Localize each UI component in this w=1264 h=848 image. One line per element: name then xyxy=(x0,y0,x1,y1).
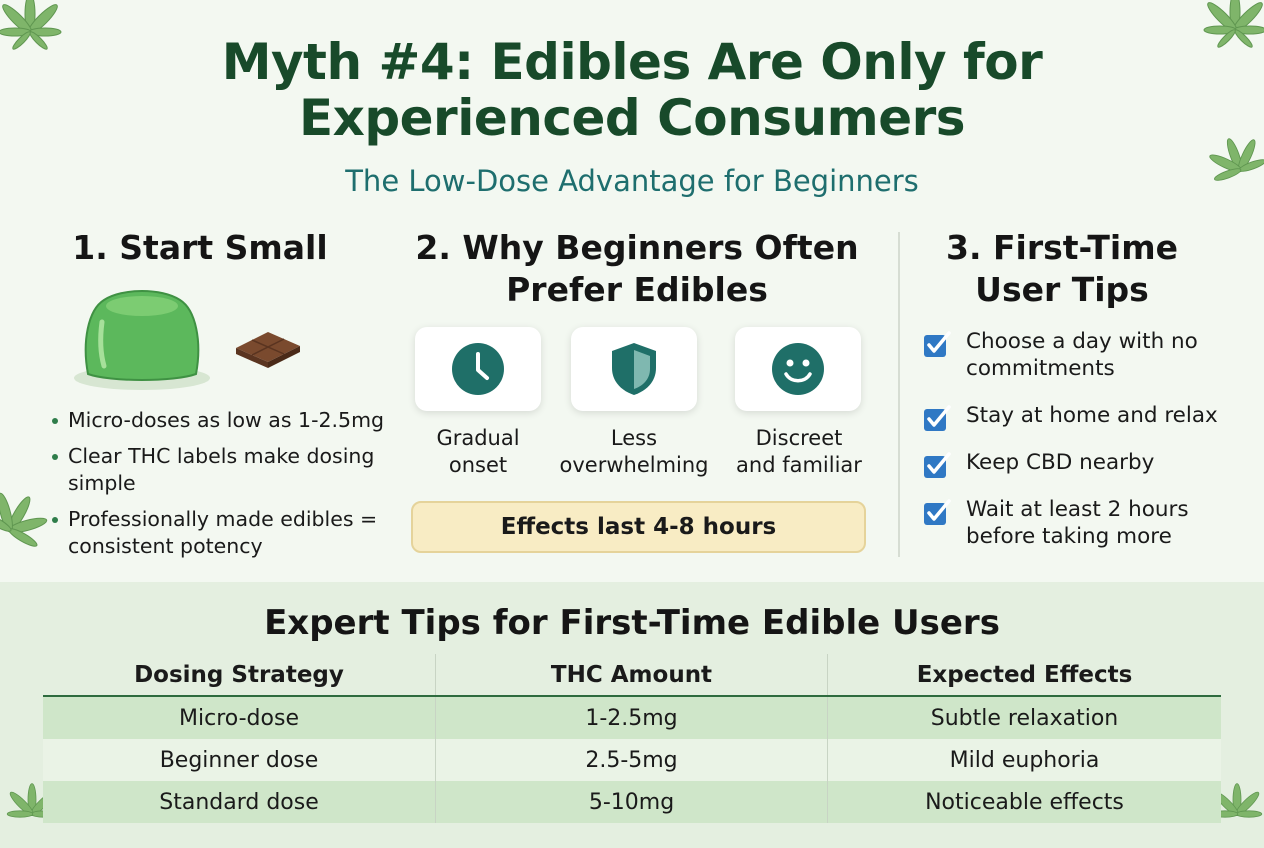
clock-icon xyxy=(452,343,504,395)
gummy-icon xyxy=(74,290,210,390)
list-item: Keep CBD nearby xyxy=(920,449,1250,478)
chocolate-icon xyxy=(236,332,300,368)
section3-tips: Choose a day with no commitments Stay at… xyxy=(920,328,1250,570)
label-line: Gradual xyxy=(436,426,520,450)
section3-heading-line-1: 3. First-Time xyxy=(946,228,1178,267)
list-item: Micro-doses as low as 1-2.5mg xyxy=(50,407,420,434)
shield-icon xyxy=(612,343,656,395)
table-cell: Micro-dose xyxy=(43,697,436,739)
effects-duration-badge: Effects last 4-8 hours xyxy=(411,501,866,553)
cannabis-leaf-icon xyxy=(1203,0,1264,48)
tip-text: Keep CBD nearby xyxy=(966,450,1155,475)
cannabis-leaf-icon xyxy=(1209,138,1264,181)
table-cell: Beginner dose xyxy=(43,739,436,781)
table-cell: 2.5-5mg xyxy=(436,739,828,781)
section3-heading-line-2: User Tips xyxy=(975,270,1149,309)
card-label-gradual-onset: Gradual onset xyxy=(405,425,551,479)
table-cell: 5-10mg xyxy=(436,781,828,823)
list-item: Professionally made edibles = consistent… xyxy=(50,506,420,560)
table-header-cell: Expected Effects xyxy=(916,661,1133,688)
label-line: and familiar xyxy=(736,453,862,477)
cannabis-leaf-icon xyxy=(1211,783,1263,818)
list-item: Wait at least 2 hours before taking more xyxy=(920,496,1250,550)
table-title: Expert Tips for First-Time Edible Users xyxy=(264,603,1000,643)
cannabis-leaf-icon xyxy=(0,0,62,50)
table-header-cell: THC Amount xyxy=(436,654,828,695)
title-line-1: Myth #4: Edibles Are Only for xyxy=(221,33,1043,91)
label-line: Less xyxy=(610,426,658,450)
list-item: Clear THC labels make dosing simple xyxy=(50,443,420,497)
card-gradual-onset xyxy=(415,327,541,411)
table-cell: Noticeable effects xyxy=(925,789,1124,815)
table-row: Beginner dose 2.5-5mg Mild euphoria xyxy=(43,739,1221,781)
checkbox-checked-icon xyxy=(924,452,951,478)
checkbox-checked-icon xyxy=(924,331,951,357)
table-cell: Standard dose xyxy=(43,781,436,823)
tip-text: Stay at home and relax xyxy=(966,403,1218,428)
section2-heading: 2. Why Beginners Often Prefer Edibles xyxy=(392,227,882,311)
section2-heading-line-1: 2. Why Beginners Often xyxy=(415,228,859,267)
card-less-overwhelming xyxy=(571,327,697,411)
card-discreet xyxy=(735,327,861,411)
page-subtitle: The Low-Dose Advantage for Beginners xyxy=(345,164,919,198)
checkbox-checked-icon xyxy=(924,405,951,431)
label-line: Discreet xyxy=(755,426,843,450)
smiley-icon xyxy=(772,343,824,395)
table-cell: Mild euphoria xyxy=(949,747,1100,773)
card-label-discreet: Discreet and familiar xyxy=(724,425,874,479)
table-header-row: Dosing Strategy THC Amount Expected Effe… xyxy=(43,654,1221,697)
label-line: onset xyxy=(448,453,508,477)
section3-heading: 3. First-Time User Tips xyxy=(912,227,1212,311)
title-line-2: Experienced Consumers xyxy=(298,89,966,147)
tip-text: Wait at least 2 hours before taking more xyxy=(966,497,1189,549)
tip-text: Choose a day with no commitments xyxy=(966,329,1198,381)
table-row: Micro-dose 1-2.5mg Subtle relaxation xyxy=(43,697,1221,739)
table-header-cell: Dosing Strategy xyxy=(43,654,436,695)
column-divider xyxy=(898,232,900,557)
table-row: Standard dose 5-10mg Noticeable effects xyxy=(43,781,1221,823)
section1-heading: 1. Start Small xyxy=(72,228,328,267)
section2-heading-line-2: Prefer Edibles xyxy=(506,270,768,309)
table-cell: 1-2.5mg xyxy=(436,697,828,739)
list-item: Stay at home and relax xyxy=(920,402,1250,431)
table-cell: Subtle relaxation xyxy=(930,705,1119,731)
cannabis-leaf-icon xyxy=(0,492,48,547)
page-title: Myth #4: Edibles Are Only for Experience… xyxy=(0,34,1264,146)
label-line: overwhelming xyxy=(559,453,709,477)
section1-bullets: Micro-doses as low as 1-2.5mg Clear THC … xyxy=(50,407,420,569)
dosing-table: Dosing Strategy THC Amount Expected Effe… xyxy=(43,654,1221,823)
card-label-less-overwhelming: Less overwhelming xyxy=(548,425,720,479)
list-item: Choose a day with no commitments xyxy=(920,328,1250,382)
checkbox-checked-icon xyxy=(924,499,951,525)
